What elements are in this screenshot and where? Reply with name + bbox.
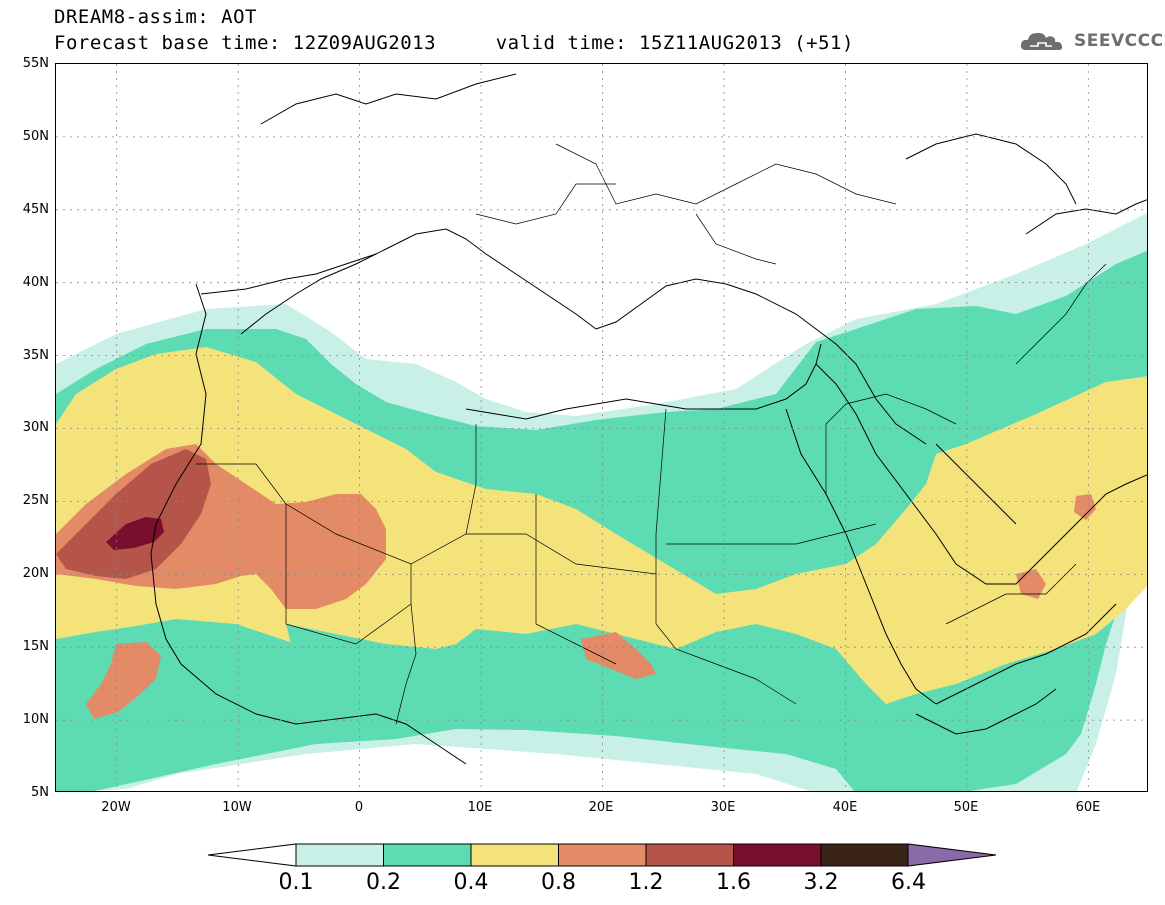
title-line-1: DREAM8-assim: AOT	[54, 6, 257, 28]
lat-label-55n: 55N	[22, 56, 49, 71]
lat-label-10n: 10N	[22, 712, 49, 727]
political-borders	[196, 143, 1107, 725]
lon-label-60e: 60E	[1075, 800, 1101, 815]
graticule	[56, 64, 1147, 791]
aot-contour-c4-chad	[581, 632, 656, 679]
colorbar-swatch	[295, 843, 384, 867]
colorbar-under-arrow	[207, 843, 297, 867]
legend-label-3-2: 3.2	[803, 870, 839, 895]
legend-label-0-1: 0.1	[278, 870, 314, 895]
colorbar-swatch	[820, 843, 909, 867]
lat-label-30n: 30N	[22, 420, 49, 435]
lat-label-40n: 40N	[22, 275, 49, 290]
lon-label-10e: 10E	[467, 800, 493, 815]
legend-label-6-4: 6.4	[891, 870, 926, 895]
logo-text: SEEVCCC	[1074, 31, 1164, 51]
lon-label-20w: 20W	[101, 800, 131, 815]
lat-label-45n: 45N	[22, 202, 49, 217]
legend-label-0-4: 0.4	[453, 870, 489, 895]
colorbar-swatch	[645, 843, 734, 867]
colorbar-swatch	[470, 843, 559, 867]
seevccc-logo: SEEVCCC	[1018, 28, 1164, 54]
legend-label-0-2: 0.2	[366, 870, 401, 895]
legend-label-1-6: 1.6	[716, 870, 751, 895]
lat-label-5n: 5N	[31, 785, 49, 800]
colorbar-swatch	[558, 843, 647, 867]
aot-contour-c4-gulf	[86, 642, 161, 719]
cloud-icon	[1020, 32, 1063, 50]
lat-label-50n: 50N	[22, 129, 49, 144]
aot-contour-c3	[56, 347, 1147, 704]
lon-label-40e: 40E	[832, 800, 858, 815]
lon-label-20e: 20E	[588, 800, 614, 815]
title-line-2: Forecast base time: 12Z09AUG2013 valid t…	[54, 32, 854, 54]
aot-contour-c6	[106, 517, 164, 550]
colorbar-over-arrow	[907, 843, 997, 867]
lon-label-50e: 50E	[953, 800, 979, 815]
aot-map	[55, 63, 1148, 792]
legend-label-1-2: 1.2	[628, 870, 664, 895]
lon-label-10w: 10W	[222, 800, 252, 815]
lat-label-20n: 20N	[22, 566, 49, 581]
lon-label-30e: 30E	[710, 800, 736, 815]
lon-label-0: 0	[354, 800, 364, 815]
lat-label-15n: 15N	[22, 639, 49, 654]
colorbar	[207, 843, 997, 867]
colorbar-swatch	[733, 843, 822, 867]
aot-contour-c5	[56, 449, 211, 579]
aot-map-svg	[56, 64, 1147, 791]
lat-label-35n: 35N	[22, 348, 49, 363]
lat-label-25n: 25N	[22, 493, 49, 508]
legend-label-0-8: 0.8	[541, 870, 576, 895]
aot-contour-c2-band	[286, 624, 496, 704]
aot-contour-c4-arabia-2	[1074, 494, 1096, 520]
colorbar-swatch	[383, 843, 472, 867]
